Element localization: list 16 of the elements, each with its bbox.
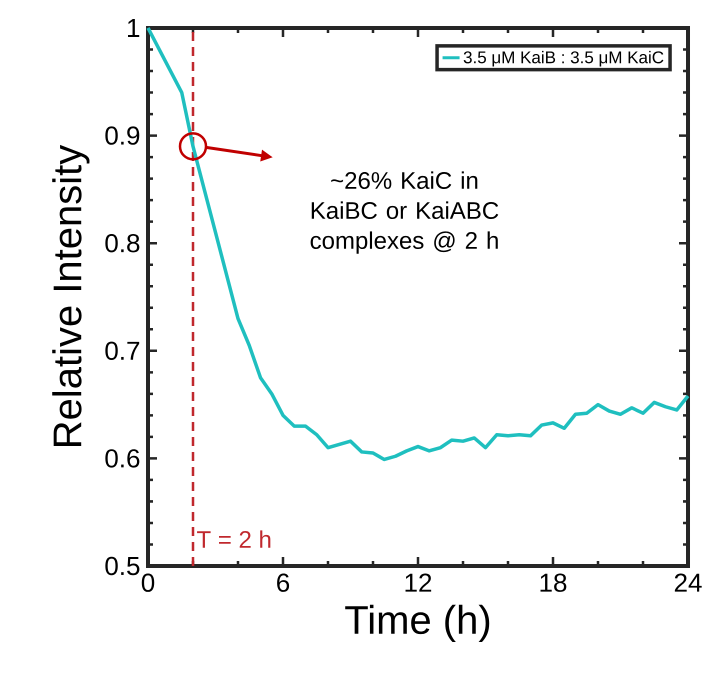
x-tick-label: 18: [540, 574, 566, 592]
x-tick-label: 6: [277, 574, 290, 592]
x-axis-title: Time (h): [345, 604, 490, 642]
y-tick-label: 0.8: [105, 234, 140, 252]
x-tick-label: 12: [406, 574, 432, 592]
y-tick-label: 0.9: [105, 126, 140, 145]
y-tick-label: 1: [128, 19, 140, 37]
x-tick-label: 24: [674, 574, 702, 592]
x-tick-label: 0: [142, 574, 154, 592]
y-tick-label: 0.6: [105, 449, 140, 468]
y-tick-label: 0.5: [105, 556, 140, 576]
ref-line-label: T = 2 h: [197, 530, 270, 548]
y-tick-label: 0.7: [105, 342, 140, 360]
legend-label: 3.5 μM KaiB : 3.5 μM KaiC: [464, 50, 664, 66]
annotation: ~26% KaiC in KaiBC or KaiABC complexes @ 2 h: [310, 171, 498, 254]
y-axis-title: Relative Intensity: [52, 144, 90, 446]
